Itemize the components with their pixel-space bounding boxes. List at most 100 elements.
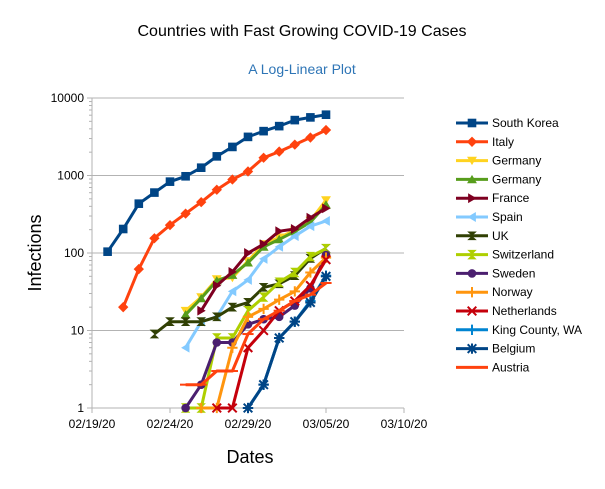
series-line <box>185 281 327 387</box>
data-point <box>227 270 238 279</box>
data-point <box>196 293 207 303</box>
series-group <box>103 110 332 414</box>
data-point <box>290 267 300 278</box>
data-point <box>321 216 330 226</box>
legend-label: France <box>492 191 530 205</box>
chart-title: Countries with Fast Growing COVID-19 Cas… <box>138 23 467 40</box>
data-point <box>150 188 159 197</box>
series-austria <box>180 281 332 387</box>
data-point <box>289 139 300 150</box>
data-point <box>228 266 237 277</box>
legend: South Korea Italy Germany Germany France Spai… <box>456 116 582 374</box>
data-point <box>274 294 285 305</box>
data-point <box>118 224 128 234</box>
data-point <box>242 342 254 353</box>
y-tick-label: 1 <box>77 401 84 415</box>
x-tick-label: 03/05/20 <box>303 417 350 431</box>
data-point <box>289 316 300 327</box>
data-point <box>243 305 253 316</box>
legend-marker <box>467 269 477 278</box>
data-point-part <box>227 302 238 308</box>
data-point <box>181 403 190 413</box>
legend-label: South Korea <box>492 116 559 130</box>
data-point <box>259 253 268 264</box>
data-point <box>274 234 285 244</box>
x-tick-label: 02/24/20 <box>147 417 194 431</box>
data-point-part <box>258 283 269 288</box>
legend-label: King County, WA <box>492 323 582 337</box>
data-point <box>228 142 237 152</box>
data-point <box>259 126 268 136</box>
legend-label: Belgium <box>492 342 535 356</box>
data-point <box>181 342 190 353</box>
legend-label: Germany <box>492 154 541 168</box>
x-tick-label: 03/10/20 <box>381 417 428 431</box>
chart-subtitle: A Log-Linear Plot <box>248 61 356 77</box>
data-point <box>133 263 144 275</box>
data-point <box>243 274 252 285</box>
data-point <box>212 280 222 291</box>
data-point <box>320 124 332 136</box>
legend-label: Italy <box>492 135 514 149</box>
data-point <box>134 199 144 208</box>
legend-marker <box>466 136 478 147</box>
data-point <box>322 203 331 214</box>
legend-label: UK <box>492 229 509 243</box>
y-tick-label: 1000 <box>57 169 84 183</box>
legend-item: Spain <box>456 210 523 224</box>
data-point <box>320 271 332 282</box>
data-point <box>259 239 269 250</box>
data-point <box>243 132 253 142</box>
data-point <box>103 247 112 256</box>
data-point <box>149 233 160 244</box>
legend-item: Sweden <box>456 266 535 280</box>
data-point <box>196 196 207 208</box>
data-point <box>258 325 269 336</box>
data-point <box>274 121 284 131</box>
legend-marker <box>466 287 478 298</box>
legend-label: Norway <box>492 285 533 299</box>
legend-item: Austria <box>456 360 530 374</box>
series-uk <box>149 243 331 339</box>
data-point <box>242 166 254 177</box>
legend-marker <box>466 305 478 317</box>
legend-marker <box>467 212 476 222</box>
data-point-part <box>212 312 222 317</box>
data-point <box>227 174 238 185</box>
data-point <box>227 402 238 414</box>
series-line <box>184 203 328 316</box>
data-point <box>258 303 269 315</box>
series-line <box>184 219 327 349</box>
series-belgium <box>242 271 332 414</box>
y-tick-label: 10000 <box>51 91 85 105</box>
legend-item: King County, WA <box>456 323 582 337</box>
data-point <box>321 110 331 120</box>
data-point <box>258 152 269 163</box>
data-point <box>306 113 315 122</box>
legend-item: Norway <box>456 285 533 299</box>
series-france <box>197 203 331 316</box>
data-point <box>242 402 254 414</box>
legend-marker <box>467 118 477 128</box>
data-point <box>275 226 284 237</box>
series-line <box>185 247 327 410</box>
data-point <box>290 115 300 125</box>
data-point <box>305 280 316 291</box>
data-point <box>212 338 222 347</box>
legend-label: Austria <box>492 360 530 374</box>
data-point-part <box>180 317 191 322</box>
data-point <box>211 184 222 195</box>
legend-label: Sweden <box>492 266 535 280</box>
legend-item: Germany <box>456 154 541 168</box>
data-point <box>243 258 253 267</box>
data-point <box>305 267 316 278</box>
data-point <box>211 402 222 414</box>
data-point <box>164 219 176 231</box>
data-point <box>242 311 254 323</box>
data-point <box>305 251 316 262</box>
data-point <box>321 243 331 254</box>
data-point <box>227 286 237 297</box>
data-point <box>165 177 175 186</box>
legend-marker <box>467 174 477 184</box>
